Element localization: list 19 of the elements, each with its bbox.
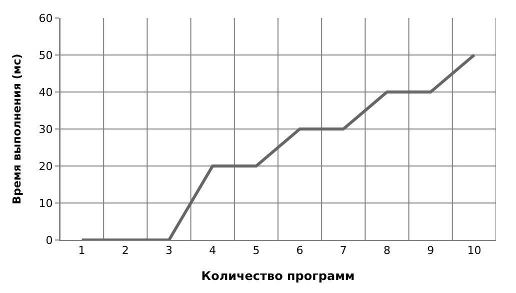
- x-tick-label: 8: [384, 244, 390, 258]
- x-tick-label: 5: [252, 244, 260, 258]
- y-axis-title: Время выполнения (мс): [10, 54, 24, 204]
- x-tick-label: 3: [166, 244, 172, 258]
- x-tick-label: 7: [340, 244, 347, 258]
- x-axis-title: Количество программ: [201, 269, 355, 284]
- x-tick-label: 2: [122, 244, 129, 258]
- y-tick-label: 40: [38, 86, 53, 99]
- y-tick-label: 20: [38, 160, 53, 173]
- y-tick-label: 60: [38, 12, 53, 25]
- x-tick-label: 6: [296, 244, 304, 258]
- y-tick-label: 0: [46, 234, 53, 247]
- x-tick-label: 10: [467, 244, 482, 258]
- y-tick-label: 50: [38, 48, 53, 62]
- y-tick-label: 30: [38, 122, 53, 136]
- x-tick-label: 4: [209, 244, 216, 258]
- x-tick-label: 9: [427, 244, 434, 258]
- y-tick-label: 10: [38, 196, 53, 210]
- x-tick-label: 1: [78, 244, 86, 258]
